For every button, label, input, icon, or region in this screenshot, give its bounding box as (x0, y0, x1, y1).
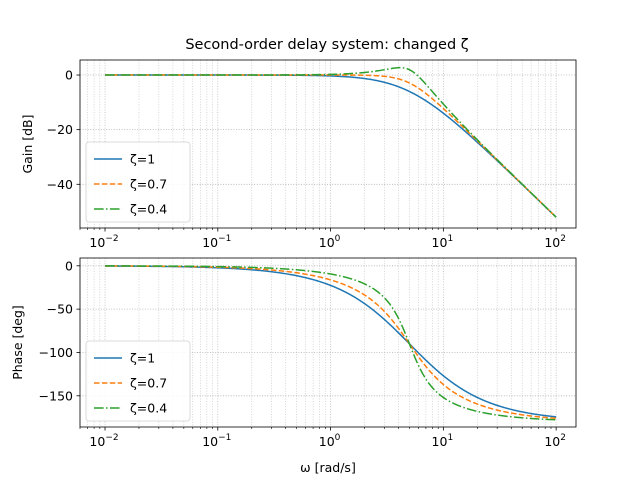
x-tick-label: 10−2 (89, 433, 118, 449)
x-tick-label: 102 (544, 234, 566, 250)
legend-label-3: ζ=0.4 (130, 202, 167, 217)
series-line-3 (105, 265, 557, 421)
series-group (105, 265, 557, 421)
y-tick-label: −50 (47, 302, 73, 317)
series-line-2 (105, 265, 557, 420)
legend-label-3: ζ=0.4 (130, 401, 167, 416)
phase-plot: 10−2 10−1 100 101 102 0 −50 −100 −150 Phase [deg]… (10, 257, 577, 475)
y-tick-label: −40 (47, 177, 73, 192)
y-tick-label: 0 (65, 68, 73, 83)
figure-title: Second-order delay system: changed ζ (185, 37, 468, 53)
x-tick-label: 101 (432, 234, 454, 250)
x-tick-label: 10−1 (202, 234, 231, 250)
x-tick-label: 102 (544, 433, 566, 449)
y-axis-label: Phase [deg] (10, 305, 25, 380)
x-tick-label: 101 (432, 433, 454, 449)
y-tick-label: 0 (65, 258, 73, 273)
legend: ζ=1 ζ=0.7 ζ=0.4 (85, 340, 191, 422)
legend-box (85, 141, 191, 223)
x-tick-label: 100 (319, 234, 341, 250)
legend-label-2: ζ=0.7 (130, 376, 167, 391)
x-tick-label: 100 (319, 433, 341, 449)
y-tick-label: −100 (39, 345, 73, 360)
y-tick-label: −20 (47, 122, 73, 137)
series-group (105, 66, 557, 218)
x-axis-label: ω [rad/s] (300, 460, 356, 475)
legend: ζ=1 ζ=0.7 ζ=0.4 (85, 141, 191, 223)
axes-frame (79, 257, 577, 428)
legend-box (85, 340, 191, 422)
series-line-3 (105, 66, 557, 218)
gain-plot: 10−2 10−1 100 101 102 0 −20 −40 Gain [dB] ζ=1 ζ=0.… (20, 59, 577, 250)
x-tick-label: 10−1 (202, 433, 231, 449)
y-tick-label: −150 (39, 388, 73, 403)
y-axis-label: Gain [dB] (20, 115, 35, 174)
legend-label-1: ζ=1 (130, 351, 155, 366)
axes-frame (79, 59, 577, 229)
x-tick-label: 10−2 (89, 234, 118, 250)
legend-label-1: ζ=1 (130, 152, 155, 167)
legend-label-2: ζ=0.7 (130, 177, 167, 192)
